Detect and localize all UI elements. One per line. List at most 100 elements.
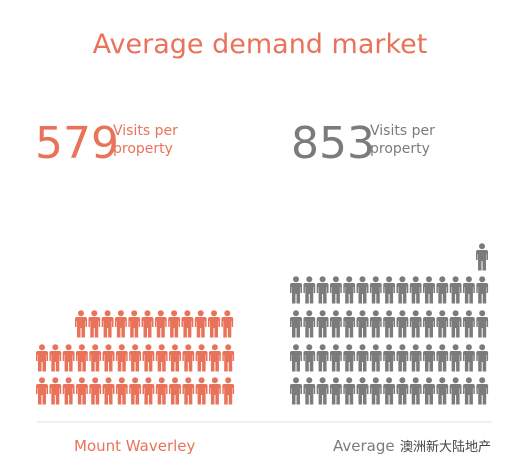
person-icon [169,377,181,405]
person-icon [449,310,462,338]
unit-box: Visits per property [113,123,178,157]
person-icon [476,310,489,338]
person-icon [476,243,488,271]
person-icon [88,310,101,338]
person-icon [75,377,88,405]
person-icon [383,377,396,405]
person-icon [343,344,356,372]
group-label: Average [333,437,395,455]
person-icon [128,310,141,338]
person-icon [356,310,369,338]
person-icon [396,310,409,338]
person-icon [181,310,194,338]
person-icon [423,276,435,304]
person-icon [222,344,235,372]
person-icon [49,344,62,372]
person-icon [290,276,302,304]
person-icon [369,377,382,405]
person-icon [102,344,115,372]
person-icon [169,344,181,372]
watermark: 澳洲新大陆地产 [400,439,491,455]
person-icon [449,276,462,304]
person-icon [129,344,142,372]
person-icon [476,344,489,372]
person-icon [329,276,342,304]
person-icon [329,310,342,338]
person-icon [329,344,342,372]
person-icon [303,310,316,338]
unit: Visits per property [113,123,178,157]
person-icon [436,276,449,304]
person-icon [449,377,462,405]
person-icon [396,276,409,304]
person-icon [154,310,167,338]
person-icon [89,344,102,372]
person-icon [462,344,475,372]
person-icon [303,344,316,372]
person-icon [114,310,127,338]
person-icon [369,310,382,338]
person-icon [182,344,195,372]
unit-box: Visits per property [370,123,435,157]
person-icon [36,344,48,372]
person-icon [343,276,356,304]
person-icon [142,377,155,405]
person-icon [409,377,422,405]
person-icon [303,276,316,304]
person-icon [75,310,87,338]
person-icon [369,276,382,304]
person-icon [194,310,207,338]
person-icon [436,344,449,372]
person-icon [476,276,489,304]
person-icon [168,310,181,338]
big-number: 579 [35,118,119,169]
person-icon [221,310,234,338]
person-icon [208,344,221,372]
person-icon [290,310,302,338]
unit: Visits per property [370,123,435,157]
person-icon [195,377,208,405]
person-icon [409,310,422,338]
person-icon [409,344,422,372]
person-icon [102,377,115,405]
person-icon [115,377,128,405]
person-icon [383,344,396,372]
person-icon [423,377,435,405]
person-icon [329,377,342,405]
person-icon [462,276,475,304]
person-icon [316,310,329,338]
person-icon [303,377,316,405]
group-label: Mount Waverley [74,437,196,455]
person-icon [62,377,75,405]
person-icon [62,344,75,372]
person-icon [222,377,235,405]
person-icon [141,310,154,338]
person-icon [436,377,449,405]
person-icon [356,276,369,304]
person-icon [383,310,396,338]
person-icon [369,344,382,372]
person-icon [462,310,475,338]
person-icon [356,344,369,372]
person-icon [383,276,396,304]
person-icon [155,377,168,405]
person-icon [396,344,409,372]
person-icon [316,377,329,405]
person-icon [343,310,356,338]
person-icon [462,377,475,405]
person-icon [290,377,302,405]
person-icon [316,344,329,372]
title: Average demand market [93,29,428,60]
person-icon [49,377,62,405]
person-icon [423,344,435,372]
person-icon [89,377,102,405]
person-icon [142,344,155,372]
pictogram [36,243,489,405]
person-icon [208,310,220,338]
person-icon [449,344,462,372]
person-icon [182,377,195,405]
big-number: 853 [291,118,375,169]
person-icon [155,344,168,372]
